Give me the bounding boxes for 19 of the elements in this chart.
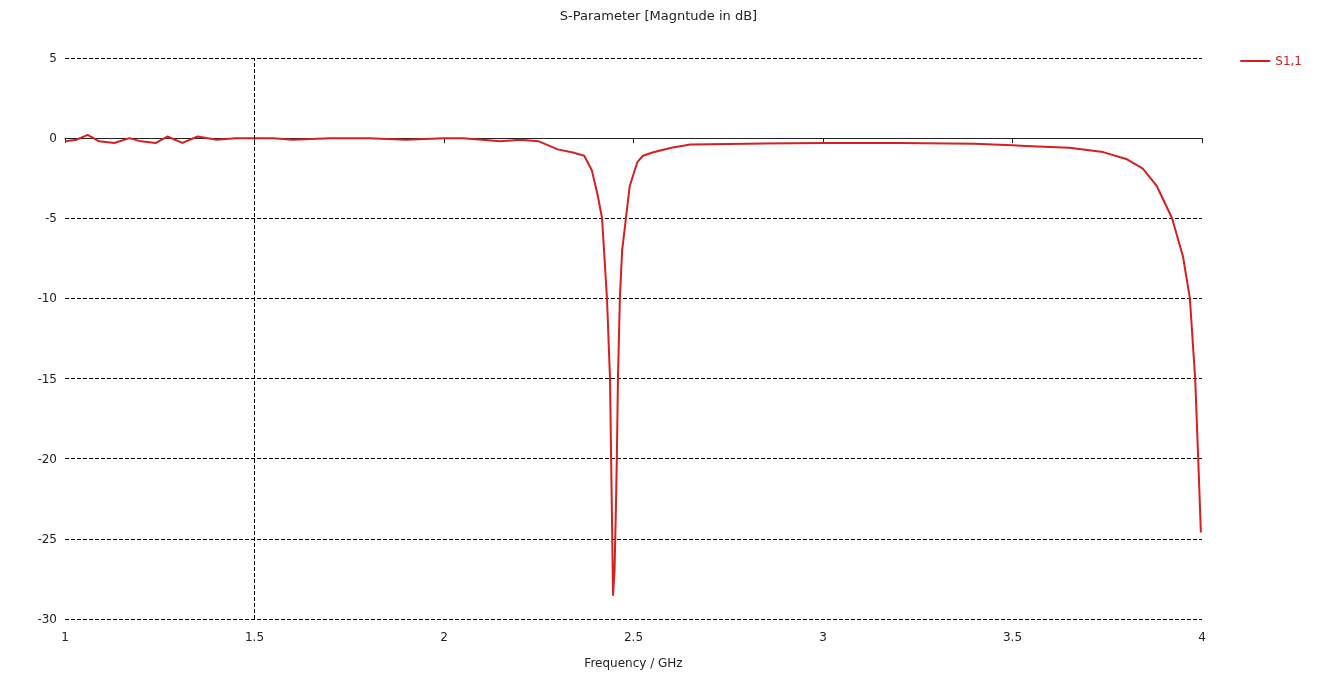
y-tick-label: -10 [37, 291, 57, 306]
y-tick-label: -5 [45, 211, 57, 226]
x-tick-label: 2.5 [623, 630, 644, 644]
chart-title: S-Parameter [Magntude in dB] [559, 8, 758, 23]
y-tick-label: -25 [37, 531, 57, 546]
x-tick-label: 1 [61, 630, 69, 644]
x-tick-label: 2 [440, 630, 448, 644]
y-tick-label: 5 [49, 51, 57, 65]
x-tick-label: 1.5 [244, 630, 265, 644]
x-tick-label: 4 [1198, 630, 1206, 644]
x-tick-label: 3 [819, 630, 827, 644]
y-tick-label: -15 [37, 371, 57, 386]
y-tick-label: -30 [37, 612, 57, 626]
x-tick-label: 3.5 [1002, 630, 1023, 644]
line-series [64, 133, 1202, 596]
legend-label: S1,1 [1275, 54, 1302, 68]
y-tick-label: 0 [49, 131, 57, 146]
x-axis-title: Frequency / GHz [584, 656, 683, 670]
y-tick-label: -20 [37, 451, 57, 466]
